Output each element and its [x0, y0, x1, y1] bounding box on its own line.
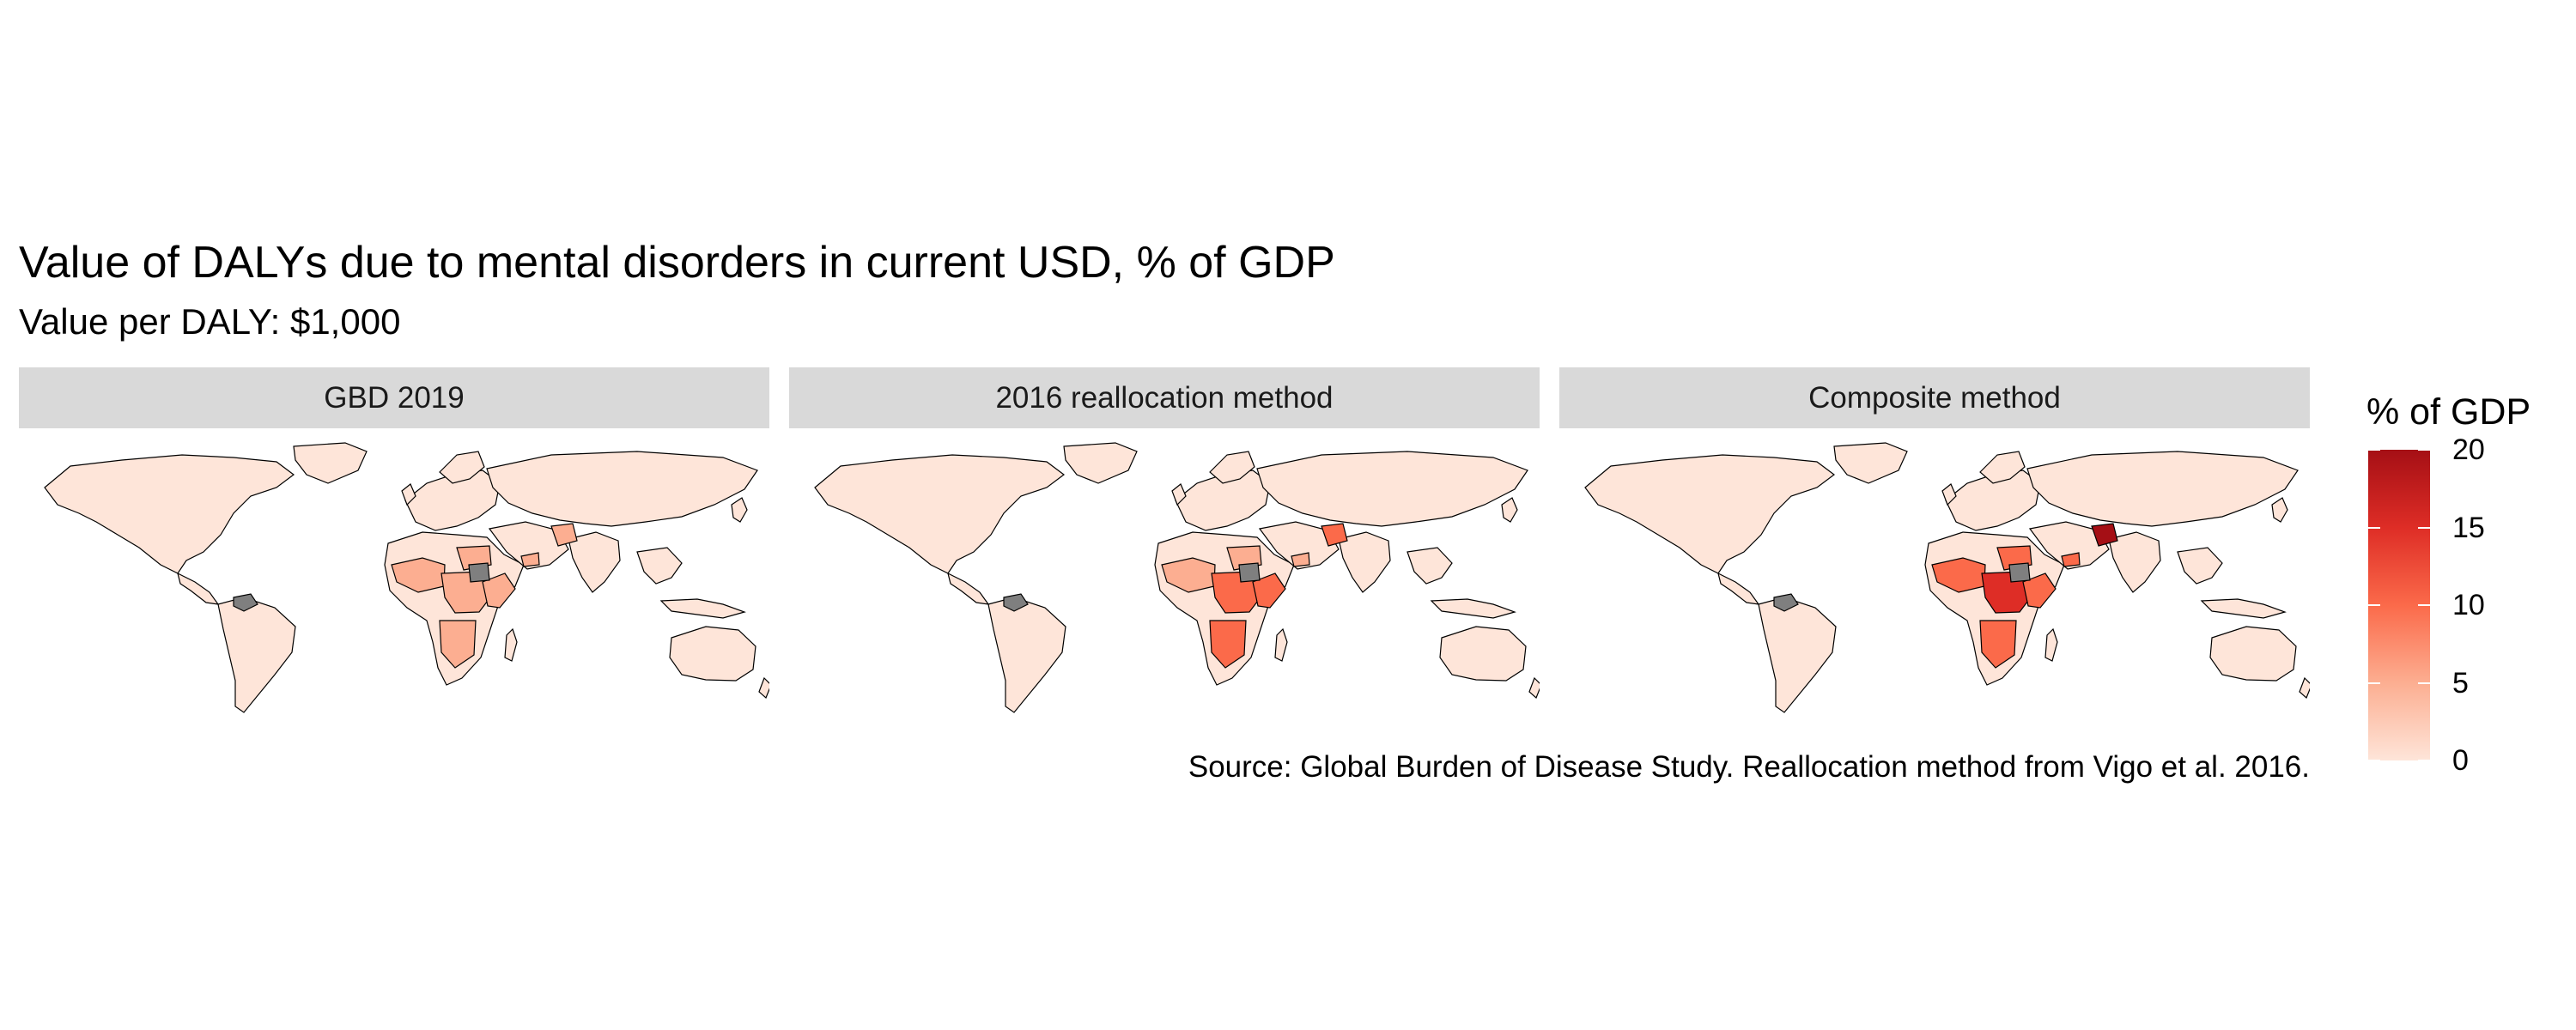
legend-tick-label: 5 [2452, 666, 2469, 700]
indonesia [2200, 598, 2287, 619]
legend-tick-mark [2368, 760, 2380, 761]
indonesia [1430, 598, 1516, 619]
central-america [177, 572, 220, 605]
japan [1501, 497, 1518, 523]
europe [1175, 470, 1271, 531]
facet-strip-label: GBD 2019 [19, 367, 769, 428]
southeast-asia [636, 547, 683, 585]
legend-tick-label: 20 [2452, 433, 2485, 466]
central-america [1717, 572, 1760, 605]
middle-east [1258, 521, 1340, 570]
russia-asia [2026, 451, 2299, 527]
afghanistan-region [2091, 523, 2118, 547]
south-america [217, 597, 296, 713]
southern-africa [1209, 620, 1247, 669]
south-asia [568, 531, 621, 593]
north-america [44, 454, 295, 574]
uk [401, 483, 416, 506]
legend-tick-label: 10 [2452, 589, 2485, 621]
venezuela-missing [1773, 593, 1799, 612]
legend-tick-mark [2418, 526, 2430, 529]
greenland [1833, 442, 1908, 484]
southern-africa [439, 620, 477, 669]
scandinavia [439, 451, 485, 484]
legend-tick-mark [2368, 449, 2380, 451]
legend-tick-mark [2418, 604, 2430, 606]
facet-panel-2016-reallocation: 2016 reallocation method [789, 367, 1540, 719]
world-map [44, 442, 769, 713]
chart-subtitle: Value per DALY: $1,000 [19, 301, 401, 342]
yemen-region [2061, 552, 2081, 567]
legend-tick-label: 0 [2452, 744, 2469, 777]
world-map [814, 442, 1540, 713]
legend-tick-mark [2418, 760, 2430, 761]
australia [1439, 626, 1527, 682]
source-caption: Source: Global Burden of Disease Study. … [1188, 750, 2310, 784]
indonesia [659, 598, 746, 619]
new-zealand [2299, 676, 2310, 700]
north-america [1584, 454, 1835, 574]
south-america [1758, 597, 1837, 713]
new-zealand [758, 676, 769, 700]
japan [731, 497, 748, 523]
southern-africa [1979, 620, 2017, 669]
south-sudan-missing [2008, 562, 2031, 583]
east-africa [1252, 573, 1286, 609]
madagascar [2044, 627, 2058, 662]
madagascar [1274, 627, 1288, 662]
east-africa [482, 573, 516, 609]
south-asia [1338, 531, 1391, 593]
afghanistan-region [550, 523, 578, 547]
scandinavia [1979, 451, 2026, 484]
europe [1945, 470, 2041, 531]
yemen-region [520, 552, 540, 567]
yemen-region [1291, 552, 1310, 567]
southeast-asia [2177, 547, 2223, 585]
chart-title: Value of DALYs due to mental disorders i… [19, 238, 1335, 288]
north-america [814, 454, 1065, 574]
legend-tick-mark [2418, 449, 2430, 451]
south-america [987, 597, 1066, 713]
middle-east [2028, 521, 2110, 570]
middle-east [488, 521, 569, 570]
madagascar [504, 627, 518, 662]
legend-title: % of GDP [2366, 391, 2531, 433]
central-america [947, 572, 990, 605]
europe [404, 470, 501, 531]
afghanistan-region [1321, 523, 1348, 547]
facet-panel-gbd-2019: GBD 2019 [19, 367, 769, 719]
australia [2209, 626, 2297, 682]
uk [1941, 483, 1957, 506]
greenland [1063, 442, 1138, 484]
new-zealand [1528, 676, 1540, 700]
facet-panel-composite: Composite method [1559, 367, 2310, 719]
legend-tick-mark [2368, 682, 2380, 684]
uk [1171, 483, 1187, 506]
world-map [1584, 442, 2310, 713]
japan [2271, 497, 2288, 523]
australia [669, 626, 756, 682]
scandinavia [1209, 451, 1255, 484]
south-sudan-missing [1238, 562, 1261, 583]
russia-asia [1256, 451, 1528, 527]
facet-strip-label: Composite method [1559, 367, 2310, 428]
russia-asia [486, 451, 758, 527]
east-africa [2022, 573, 2057, 609]
south-sudan-missing [468, 562, 490, 583]
legend-tick-mark [2418, 682, 2430, 684]
legend-tick-mark [2368, 526, 2380, 529]
legend-tick-mark [2368, 604, 2380, 606]
venezuela-missing [1003, 593, 1029, 612]
south-asia [2108, 531, 2161, 593]
southeast-asia [1406, 547, 1453, 585]
legend-tick-label: 15 [2452, 511, 2485, 544]
greenland [293, 442, 368, 484]
facet-strip-label: 2016 reallocation method [789, 367, 1540, 428]
venezuela-missing [233, 593, 258, 612]
